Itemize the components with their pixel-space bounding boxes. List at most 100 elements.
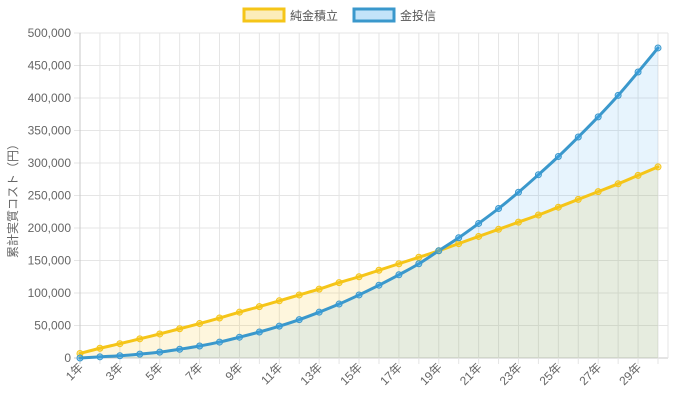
x-tick-label: 21年	[457, 360, 485, 388]
data-point[interactable]	[176, 325, 184, 333]
series-line-2	[78, 46, 660, 360]
data-point[interactable]	[375, 281, 383, 289]
data-point[interactable]	[116, 340, 124, 348]
y-axis-title: 累計実質コスト（円）	[5, 138, 20, 258]
data-point[interactable]	[295, 291, 303, 299]
data-point[interactable]	[275, 297, 283, 305]
x-tick-label: 25年	[537, 360, 565, 388]
data-point[interactable]	[275, 322, 283, 330]
x-tick-label: 19年	[417, 360, 445, 388]
data-point[interactable]	[514, 188, 522, 196]
data-point[interactable]	[136, 350, 144, 358]
legend[interactable]: 純金積立 金投信	[242, 7, 436, 23]
data-point[interactable]	[355, 291, 363, 299]
data-point[interactable]	[156, 348, 164, 356]
x-tick-label: 15年	[337, 360, 365, 388]
data-point[interactable]	[455, 240, 463, 248]
series-line-1	[78, 165, 660, 355]
x-tick-label: 27年	[576, 360, 604, 388]
data-point[interactable]	[574, 133, 582, 141]
x-tick-label: 9年	[222, 360, 245, 383]
data-point[interactable]	[156, 330, 164, 338]
data-point[interactable]	[415, 260, 423, 268]
data-point[interactable]	[255, 303, 263, 311]
y-tick-label: 400,000	[28, 91, 72, 105]
y-tick-label: 200,000	[28, 221, 72, 235]
data-point[interactable]	[495, 225, 503, 233]
data-point[interactable]	[196, 320, 204, 328]
data-point[interactable]	[96, 353, 104, 361]
data-point[interactable]	[255, 328, 263, 336]
data-point[interactable]	[534, 211, 542, 219]
data-point[interactable]	[554, 153, 562, 160]
legend-item-1[interactable]: 純金積立	[242, 7, 338, 23]
data-point[interactable]	[395, 271, 403, 279]
y-axis-ticks: 0 50,000 100,000 150,000 200,000 250,000 300,0…	[28, 26, 72, 365]
data-point[interactable]	[634, 68, 642, 76]
data-point[interactable]	[574, 195, 582, 203]
legend-label: 金投信	[400, 8, 436, 23]
x-tick-label: 11年	[258, 360, 285, 387]
legend-item-2[interactable]: 金投信	[352, 7, 436, 23]
x-tick-label: 13年	[297, 360, 325, 388]
data-point[interactable]	[315, 308, 323, 316]
data-point[interactable]	[335, 300, 343, 308]
x-tick-label: 17年	[377, 360, 405, 388]
data-points	[76, 44, 662, 362]
data-point[interactable]	[235, 308, 243, 316]
y-tick-label: 0	[64, 351, 71, 365]
data-point[interactable]	[594, 113, 602, 121]
data-point[interactable]	[295, 316, 303, 324]
y-tick-label: 350,000	[28, 124, 72, 138]
data-point[interactable]	[415, 253, 423, 261]
y-tick-label: 150,000	[28, 254, 72, 268]
x-tick-label: 3年	[103, 360, 126, 383]
series-lines	[78, 46, 660, 360]
data-point[interactable]	[614, 180, 622, 188]
data-point[interactable]	[554, 203, 562, 211]
data-point[interactable]	[216, 338, 224, 346]
legend-swatch	[242, 7, 286, 23]
data-point[interactable]	[96, 344, 104, 352]
y-tick-label: 250,000	[28, 189, 72, 203]
series-area-1	[80, 166, 658, 358]
x-tick-label: 29年	[616, 360, 644, 388]
x-tick-label: 7年	[183, 360, 206, 383]
data-point[interactable]	[216, 314, 224, 322]
data-point[interactable]	[614, 91, 622, 99]
data-point[interactable]	[654, 44, 662, 52]
data-point[interactable]	[355, 273, 363, 281]
data-point[interactable]	[475, 232, 483, 240]
data-point[interactable]	[315, 285, 323, 293]
data-point[interactable]	[176, 345, 184, 353]
series-area-2	[80, 47, 658, 358]
x-tick-label: 23年	[497, 360, 525, 388]
data-point[interactable]	[335, 279, 343, 287]
area-fills	[80, 47, 658, 358]
y-tick-label: 50,000	[34, 319, 71, 333]
data-point[interactable]	[475, 219, 483, 227]
data-point[interactable]	[395, 260, 403, 268]
y-tick-label: 300,000	[28, 156, 72, 170]
x-tick-label: 5年	[143, 360, 166, 383]
data-point[interactable]	[235, 333, 243, 341]
data-point[interactable]	[534, 171, 542, 179]
data-point[interactable]	[136, 335, 144, 343]
data-point[interactable]	[594, 188, 602, 196]
data-point[interactable]	[455, 234, 463, 242]
data-point[interactable]	[116, 352, 124, 360]
data-point[interactable]	[495, 205, 503, 212]
y-tick-label: 500,000	[28, 26, 72, 40]
data-point[interactable]	[196, 342, 204, 350]
x-axis-ticks: 1年 3年 5年 7年 9年 11年 13年 15年 17年 19年 21年 23年 25年 27年 29年	[63, 360, 644, 388]
y-tick-label: 100,000	[28, 286, 72, 300]
data-point[interactable]	[76, 354, 84, 362]
data-point[interactable]	[634, 171, 642, 179]
data-point[interactable]	[514, 218, 522, 226]
data-point[interactable]	[654, 163, 662, 171]
legend-label: 純金積立	[290, 8, 338, 23]
data-point[interactable]	[375, 266, 383, 274]
data-point[interactable]	[435, 247, 443, 255]
